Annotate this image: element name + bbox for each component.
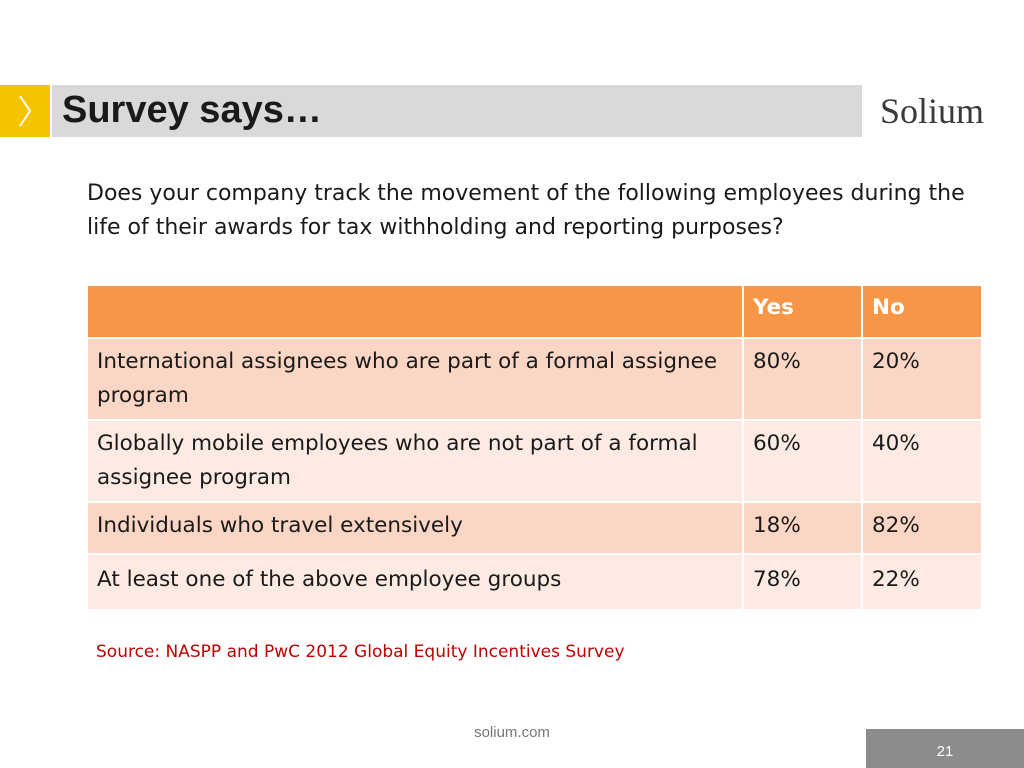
- yes-value: 78%: [742, 553, 863, 611]
- title-accent: [0, 85, 50, 137]
- page-number: 21: [936, 743, 954, 760]
- title-bar: Survey says…: [52, 85, 862, 137]
- table-row: International assignees who are part of …: [86, 337, 983, 421]
- table-header-row: Yes No: [86, 284, 983, 339]
- yes-value: 18%: [742, 501, 863, 555]
- yes-value: 60%: [742, 419, 863, 503]
- row-label: Individuals who travel extensively: [86, 501, 744, 555]
- header-yes: Yes: [742, 284, 863, 339]
- table-row: Globally mobile employees who are not pa…: [86, 419, 983, 503]
- header-no: No: [861, 284, 983, 339]
- row-label: International assignees who are part of …: [86, 337, 744, 421]
- table-row: At least one of the above employee group…: [86, 553, 983, 611]
- chevron-right-icon: [19, 95, 32, 127]
- survey-question: Does your company track the movement of …: [87, 181, 965, 240]
- survey-results-table: Yes No International assignees who are p…: [86, 284, 983, 611]
- no-value: 82%: [861, 501, 983, 555]
- slide-title: Survey says…: [62, 89, 322, 131]
- row-label: Globally mobile employees who are not pa…: [86, 419, 744, 503]
- page-number-box: 21: [866, 729, 1024, 768]
- header-category: [86, 284, 744, 339]
- row-label: At least one of the above employee group…: [86, 553, 744, 611]
- no-value: 40%: [861, 419, 983, 503]
- table-row: Individuals who travel extensively 18% 8…: [86, 501, 983, 555]
- no-value: 20%: [861, 337, 983, 421]
- no-value: 22%: [861, 553, 983, 611]
- source-citation: Source: NASPP and PwC 2012 Global Equity…: [96, 642, 625, 662]
- footer-url: solium.com: [474, 724, 550, 741]
- solium-logo: Solium: [880, 91, 985, 131]
- yes-value: 80%: [742, 337, 863, 421]
